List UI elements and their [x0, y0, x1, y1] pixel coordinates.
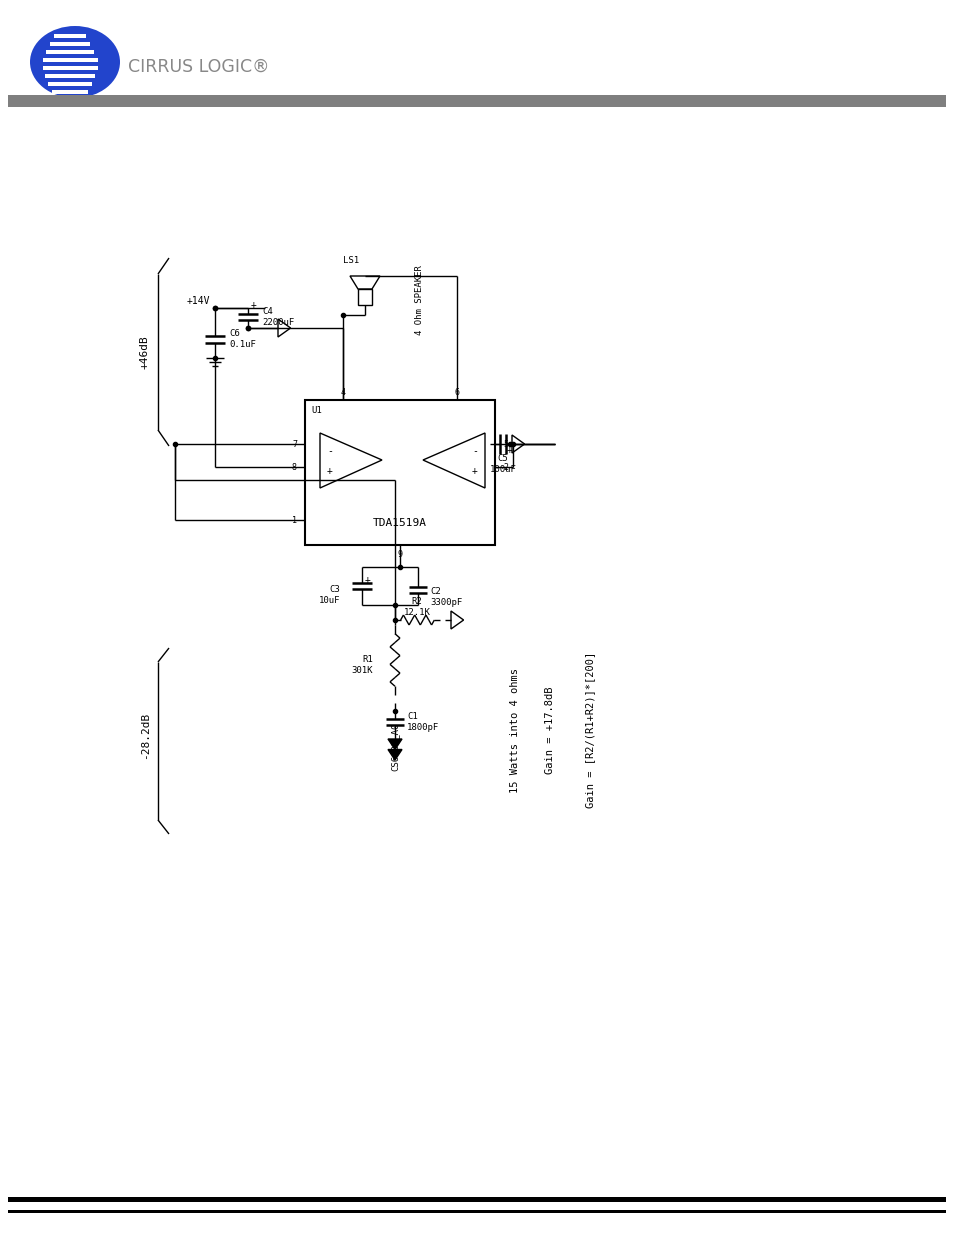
Ellipse shape	[30, 26, 120, 98]
Bar	[305, 400, 495, 545]
Text: 4 Ohm SPEAKER: 4 Ohm SPEAKER	[416, 266, 424, 335]
Text: C1
1800pF: C1 1800pF	[407, 713, 438, 731]
Text: +: +	[365, 576, 371, 585]
Text: U1: U1	[311, 405, 321, 415]
Text: 6: 6	[454, 388, 459, 396]
Text: CS6422_A0: CS6422_A0	[390, 722, 399, 771]
Text: 4: 4	[340, 388, 345, 396]
Text: +: +	[472, 466, 477, 475]
Bar	[50, 42, 90, 46]
Bar	[52, 90, 88, 94]
Bar	[8, 1210, 945, 1213]
Polygon shape	[451, 611, 463, 629]
Text: 2: 2	[502, 462, 507, 472]
Text: -28.2dB: -28.2dB	[140, 711, 150, 758]
Polygon shape	[388, 739, 401, 750]
Polygon shape	[512, 435, 524, 453]
Text: R1
301K: R1 301K	[351, 656, 373, 674]
Bar	[54, 35, 86, 38]
Text: 1: 1	[292, 515, 296, 525]
Text: +: +	[506, 445, 513, 454]
Bar	[8, 95, 945, 107]
Bar	[357, 289, 372, 305]
Bar	[45, 74, 95, 78]
Text: C2
3300pF: C2 3300pF	[430, 588, 462, 606]
Text: 7: 7	[292, 440, 296, 448]
Text: C3
10uF: C3 10uF	[318, 585, 339, 605]
Bar	[46, 49, 94, 54]
Text: 5: 5	[502, 440, 507, 448]
Text: C5
100uF: C5 100uF	[489, 454, 516, 474]
Bar	[43, 65, 98, 70]
Text: Gain = [R2/(R1+R2)]*[200]: Gain = [R2/(R1+R2)]*[200]	[584, 652, 595, 808]
Text: +: +	[251, 300, 256, 310]
Text: -: -	[327, 446, 333, 456]
Text: C6
0.1uF: C6 0.1uF	[229, 330, 255, 348]
Text: Gain = +17.8dB: Gain = +17.8dB	[544, 687, 555, 774]
Polygon shape	[388, 750, 401, 760]
Bar	[8, 1197, 945, 1202]
Text: -: -	[472, 446, 477, 456]
Text: 15 Watts into 4 ohms: 15 Watts into 4 ohms	[510, 667, 519, 793]
Text: 9: 9	[397, 550, 402, 558]
Text: LS1: LS1	[343, 256, 358, 264]
Text: C4
2200uF: C4 2200uF	[262, 308, 294, 327]
Text: +: +	[327, 466, 333, 475]
Text: R2
12.1K: R2 12.1K	[403, 598, 430, 616]
Bar	[43, 58, 98, 62]
Text: TDA1519A: TDA1519A	[373, 517, 427, 529]
Text: CIRRUS LOGIC®: CIRRUS LOGIC®	[128, 58, 269, 77]
Text: +14V: +14V	[186, 296, 210, 306]
Bar	[48, 82, 91, 86]
Text: +46dB: +46dB	[140, 335, 150, 369]
Polygon shape	[277, 319, 291, 337]
Text: 8: 8	[292, 462, 296, 472]
